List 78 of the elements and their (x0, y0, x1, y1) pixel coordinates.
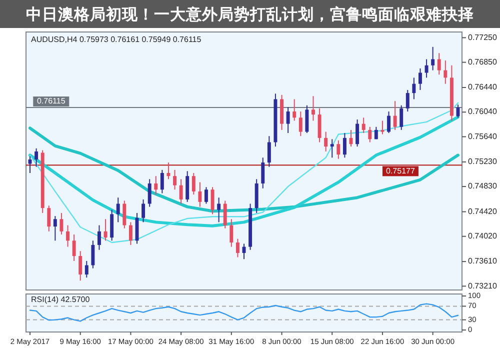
candlestick (236, 238, 240, 258)
y-tick-label: 0.74830 (468, 182, 498, 191)
candlestick (198, 182, 202, 208)
y-tick-label: 0.75230 (468, 157, 498, 166)
ref-line-label: 0.75177 (386, 166, 416, 176)
candlestick (192, 172, 196, 196)
candlestick (400, 104, 404, 130)
annotation: AUDUSD,H4 0.75973 0.76161 0.75949 0.76115 (31, 35, 202, 44)
candlestick (292, 98, 296, 122)
y-tick-label: 0.76440 (468, 82, 498, 92)
candlestick (380, 120, 384, 135)
line-series (28, 126, 460, 213)
candlestick (418, 68, 422, 90)
candlestick (444, 60, 448, 84)
candlestick (34, 148, 38, 168)
candlestick (91, 240, 95, 269)
candlestick (60, 212, 64, 235)
candlestick (84, 260, 88, 278)
y-tick-label: 0.76850 (468, 57, 498, 66)
line-series (29, 303, 459, 322)
candlestick (166, 162, 170, 180)
candlestick (28, 156, 32, 174)
candlestick (210, 186, 214, 215)
y-tick-label: 0.73210 (468, 281, 498, 290)
candlestick (368, 126, 372, 143)
candlestick (128, 222, 132, 246)
candlestick (154, 176, 158, 196)
candlestick (122, 200, 126, 229)
y-tick-label: 0.77250 (468, 32, 498, 42)
y-tick-label: 0.75640 (468, 132, 498, 141)
candlestick (98, 224, 101, 250)
candlestick (160, 169, 164, 194)
candlestick (312, 96, 315, 122)
ref-line-label: 0.76115 (36, 96, 66, 106)
candlestick (330, 138, 334, 158)
candlestick (204, 186, 208, 204)
candlestick (362, 117, 366, 134)
candlestick (324, 131, 328, 152)
candlestick (53, 216, 57, 242)
candlestick (116, 197, 120, 223)
candlestick (267, 136, 271, 168)
candlestick (393, 100, 397, 130)
candlestick (66, 224, 70, 248)
candlestick (342, 132, 346, 158)
candlestick (217, 197, 221, 223)
candlestick (412, 77, 416, 100)
candlestick (47, 205, 51, 232)
candlestick (431, 46, 435, 71)
candlestick (387, 110, 390, 134)
line-series (29, 102, 459, 244)
candlestick (78, 250, 82, 282)
candlestick (110, 209, 114, 242)
candlestick (356, 118, 360, 148)
candlestick (318, 108, 322, 143)
candlestick (173, 169, 176, 190)
y-tick-label: 0.73610 (468, 256, 498, 266)
candlestick (305, 104, 309, 134)
y-tick-label: 0.74020 (468, 231, 498, 240)
candlestick (336, 140, 340, 160)
annotation: RSI(14) 42.5700 (31, 295, 90, 304)
candlestick (298, 110, 302, 137)
candlestick (374, 126, 378, 140)
candlestick (406, 89, 410, 112)
y-tick-label: 0.76040 (468, 107, 498, 116)
candlestick (142, 198, 146, 223)
chart-title: 中日澳格局初现！一大意外局势打乱计划，宫鲁鸣面临艰难抉择 (26, 4, 474, 24)
candlestick (261, 157, 265, 189)
candlestick (230, 218, 234, 248)
candlestick (148, 178, 152, 208)
candlestick (72, 234, 76, 262)
candlestick (223, 200, 227, 229)
candlestick (437, 52, 441, 76)
candlestick (104, 218, 108, 242)
candlestick (286, 106, 290, 134)
y-tick-label: 0.74420 (468, 206, 498, 216)
candlestick (186, 170, 190, 202)
candlestick (179, 178, 183, 204)
candlestick (424, 58, 428, 78)
